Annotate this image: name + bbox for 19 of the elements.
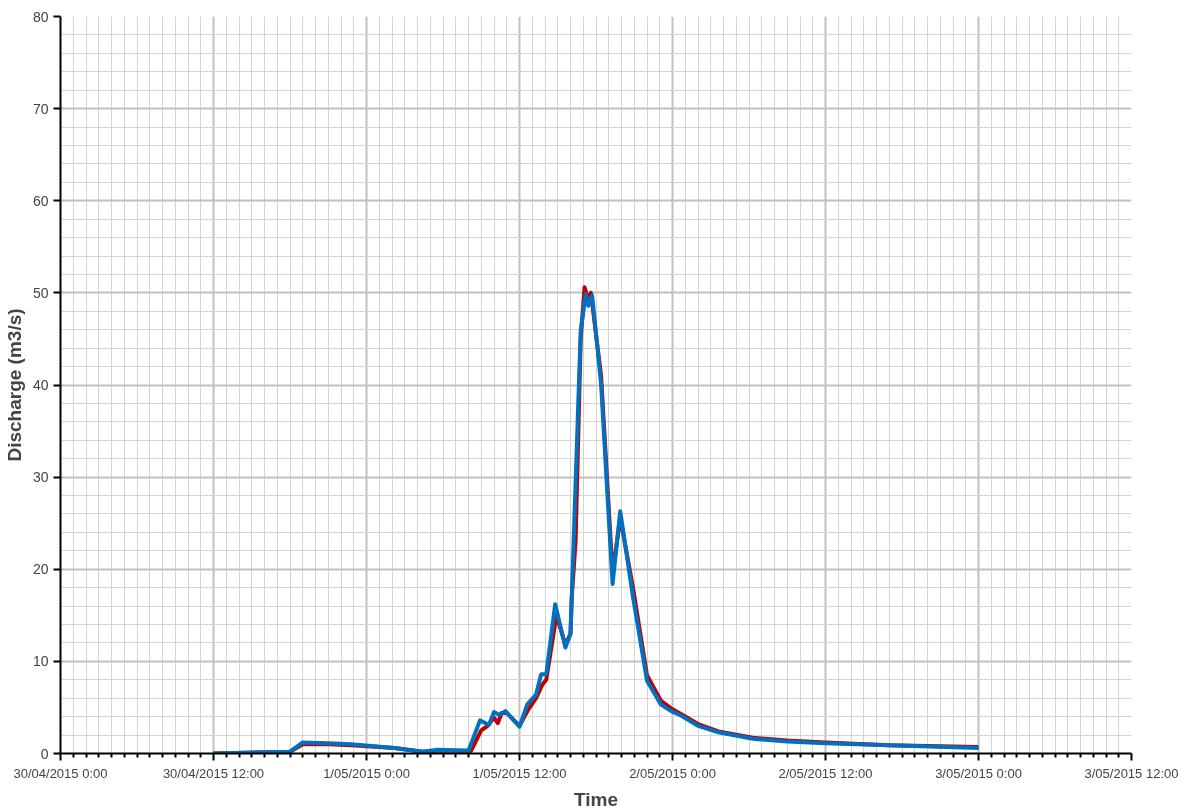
x-tick-label: 2/05/2015 0:00 [629,765,716,781]
y-tick-label: 70 [32,100,49,117]
y-tick-label: 20 [32,561,49,578]
y-tick-label: 40 [32,377,49,393]
x-tick-label: 2/05/2015 12:00 [778,765,873,781]
x-tick-label: 30/04/2015 12:00 [162,765,265,781]
x-tick-label: 30/04/2015 0:00 [13,765,108,781]
y-tick-label: 80 [32,8,49,25]
x-tick-label: 3/05/2015 12:00 [1084,765,1179,781]
y-tick-label: 10 [32,653,49,670]
y-tick-label: 50 [32,284,49,301]
y-axis-title: Discharge (m3/s) [3,308,25,462]
y-tick-label: 60 [32,192,49,209]
x-tick-label: 1/05/2015 12:00 [472,765,567,781]
x-axis-title: Time [574,788,619,810]
y-tick-label: 0 [40,745,49,762]
x-tick-label: 1/05/2015 0:00 [323,765,410,781]
y-tick-label: 30 [32,469,49,486]
x-tick-label: 3/05/2015 0:00 [935,765,1022,781]
